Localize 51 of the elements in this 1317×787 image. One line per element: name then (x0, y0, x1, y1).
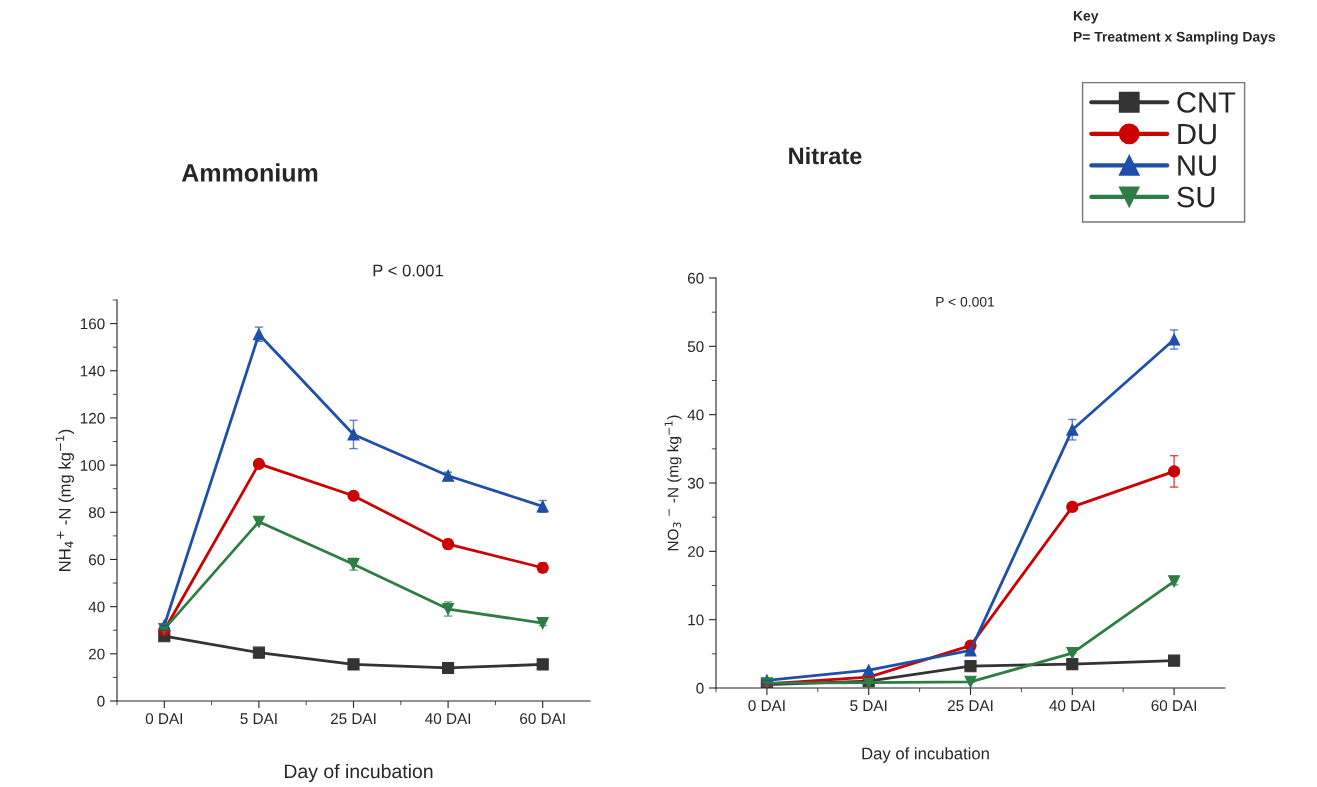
y-tick-label: 60 (88, 554, 105, 566)
y-tick-label: 160 (80, 318, 105, 330)
y-tick-label: 40 (88, 601, 105, 613)
annotation: P < 0.001 (936, 296, 995, 307)
y-tick-label: 100 (80, 459, 105, 471)
chart-title: Ammonium (181, 163, 318, 182)
point (1066, 658, 1079, 671)
x-tick-label: 0 DAI (748, 700, 785, 712)
point (347, 428, 360, 441)
legend-label: NU (1178, 155, 1216, 176)
y-tick-label: 120 (80, 412, 105, 424)
y-tick-label: 60 (687, 272, 704, 284)
y-tick-label: 40 (687, 409, 704, 421)
point (252, 646, 265, 659)
x-tick-label: 25 DAI (330, 713, 376, 725)
y-tick-label: 0 (97, 695, 105, 707)
point (964, 675, 977, 688)
y-tick-label: 50 (687, 341, 704, 353)
x-tick-label: 5 DAI (850, 700, 887, 712)
x-tick-label: 0 DAI (145, 713, 182, 725)
y-tick-label: 20 (687, 546, 704, 558)
y-tick-label: 80 (88, 507, 105, 518)
point (862, 664, 875, 677)
x-tick-label: 5 DAI (240, 713, 277, 725)
chart-title: Nitrate (789, 147, 862, 165)
point (1168, 654, 1181, 667)
x-tick-label: 40 DAI (1049, 700, 1095, 712)
legend-label: SU (1177, 186, 1215, 208)
point (442, 661, 455, 675)
y-tick-label: 10 (688, 614, 704, 626)
y-tick-label: 140 (80, 365, 105, 377)
y-axis-title: NH$_{4}$$^{+}$ -N (mg kg$^{−1}$) (55, 429, 74, 571)
x-tick-label: 25 DAI (947, 700, 993, 712)
x-axis-title: Day of incubation (862, 747, 989, 763)
x-tick-label: 60 DAI (520, 713, 565, 725)
text: Key (1073, 11, 1099, 24)
y-tick-label: 0 (696, 682, 704, 694)
point (536, 658, 549, 671)
legend-label: CNT (1177, 92, 1236, 113)
y-tick-label: 30 (687, 477, 704, 489)
point (1066, 423, 1079, 436)
text: P < 0.001 (373, 264, 443, 277)
point (964, 660, 977, 673)
legend-label: DU (1178, 123, 1216, 145)
x-axis-title: Day of incubation (284, 763, 433, 783)
y-tick-label: 20 (88, 648, 105, 660)
text: P= Treatment x Sampling Days (1073, 31, 1276, 45)
x-tick-label: 60 DAI (1151, 700, 1197, 712)
x-tick-label: 40 DAI (425, 713, 471, 725)
point (347, 658, 360, 671)
y-axis-title: NO$_{3}$ $^{−}$ -N (mg kg$^{−1}$) (664, 415, 682, 551)
